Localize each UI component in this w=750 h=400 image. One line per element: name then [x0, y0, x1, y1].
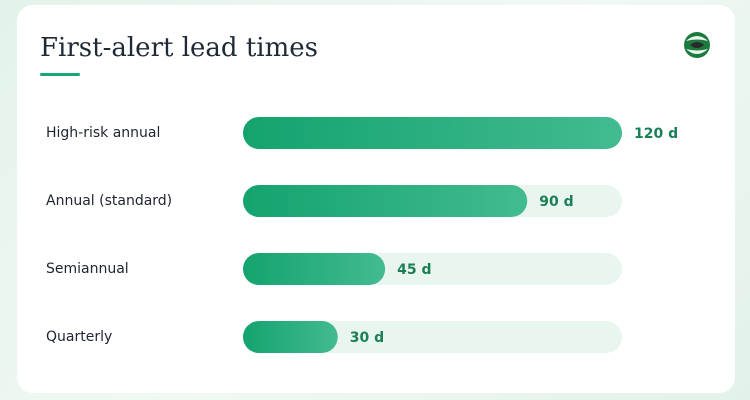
logo: [684, 32, 710, 58]
bar-track: [243, 321, 622, 353]
bar: [243, 185, 528, 217]
value-label: 90 d: [539, 194, 573, 210]
chart-title: First-alert lead times: [40, 33, 318, 63]
value-label: 45 d: [397, 262, 431, 278]
value-label: 30 d: [350, 330, 384, 346]
bar: [243, 321, 338, 353]
category-label: Annual (standard): [46, 193, 172, 209]
bar: [243, 253, 386, 285]
value-label: 120 d: [634, 126, 678, 142]
category-label: High-risk annual: [46, 125, 160, 141]
bar: [243, 117, 622, 149]
category-label: Quarterly: [46, 329, 112, 345]
category-label: Semiannual: [46, 261, 129, 277]
title-underline: [40, 73, 80, 76]
